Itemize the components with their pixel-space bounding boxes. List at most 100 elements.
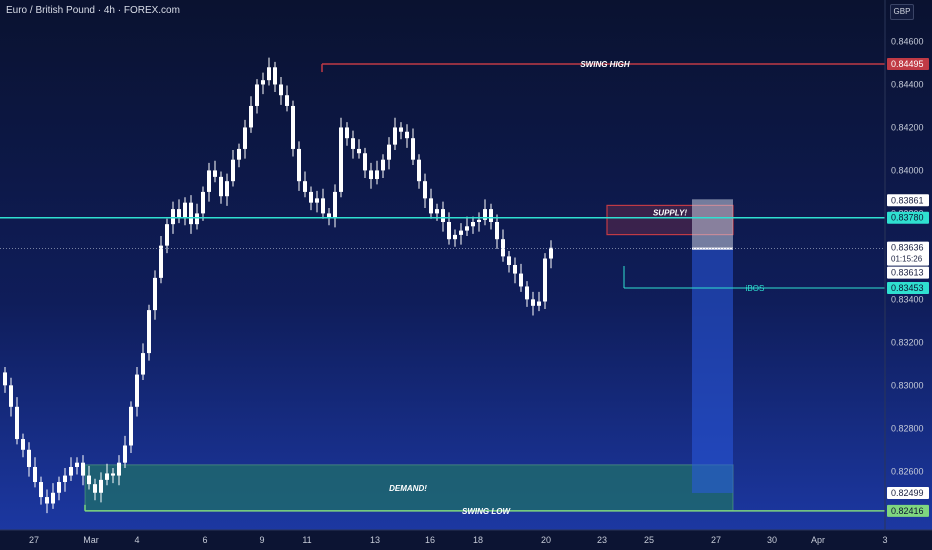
candle-body [489, 209, 493, 222]
price-tick-label: 0.83200 [891, 337, 924, 347]
time-tick-label: 16 [425, 535, 435, 545]
candle-body [459, 230, 463, 235]
candle [339, 117, 343, 198]
candle-body [363, 153, 367, 171]
candle-body [507, 256, 511, 265]
candle-body [333, 191, 337, 218]
candle-body [105, 473, 109, 480]
candle-body [33, 466, 37, 483]
candle [57, 476, 61, 501]
time-tick-label: 20 [541, 535, 551, 545]
candle-body [429, 198, 433, 214]
candle-body [87, 475, 91, 485]
time-tick-label: Mar [83, 535, 99, 545]
candle [135, 367, 139, 417]
candle [141, 343, 145, 380]
candle [147, 304, 151, 361]
candle-body [171, 209, 175, 225]
swing-high-price-tag: 0.84495 [891, 59, 924, 69]
candle-body [471, 222, 475, 227]
target-price-tag: 0.82499 [891, 488, 924, 498]
candle-body [501, 239, 505, 257]
candle-body [231, 159, 235, 182]
time-tick-label: 6 [202, 535, 207, 545]
candle-body [315, 198, 319, 203]
candle [507, 251, 511, 273]
candle [267, 57, 271, 86]
ibos-label: iBOS [746, 284, 765, 293]
candle [489, 203, 493, 230]
candle [21, 433, 25, 458]
swing-low-price-tag-bg [887, 504, 929, 517]
candle-body [297, 148, 301, 182]
candle [429, 188, 433, 219]
candle [123, 435, 127, 469]
time-tick-label: 23 [597, 535, 607, 545]
candle [243, 119, 247, 159]
candle [291, 100, 295, 157]
candle-body [39, 482, 43, 498]
candle-body [279, 84, 283, 96]
candle-body [219, 176, 223, 197]
candle [45, 489, 49, 514]
candle-body [327, 213, 331, 218]
candle-body [345, 127, 349, 139]
currency-button[interactable]: GBP [890, 4, 914, 20]
ibos-price-tag: 0.83453 [891, 283, 924, 293]
price-tick-label: 0.82600 [891, 466, 924, 476]
candle-body [339, 127, 343, 192]
candle-body [27, 449, 31, 467]
candle [393, 117, 397, 151]
time-tick-label: 27 [711, 535, 721, 545]
stop-price-tag-bg [887, 194, 929, 207]
candle [81, 455, 85, 486]
prev-close-tag-bg [887, 266, 929, 279]
candle-body [351, 138, 355, 149]
candle-body [225, 181, 229, 197]
candle [105, 463, 109, 486]
price-tick-label: 0.83000 [891, 380, 924, 390]
candle [471, 216, 475, 234]
candle-body [45, 497, 49, 504]
time-tick-label: 4 [134, 535, 139, 545]
candle [285, 85, 289, 112]
candle [297, 141, 301, 191]
candle-body [3, 372, 7, 386]
candle [33, 457, 37, 488]
candle [249, 96, 253, 133]
price-tick-label: 0.84000 [891, 165, 924, 175]
candle-body [255, 84, 259, 106]
demand-zone [84, 464, 734, 512]
candle-body [141, 353, 145, 375]
candle [453, 229, 457, 247]
candle-body [57, 482, 61, 493]
candle [111, 468, 115, 484]
last-price-tag-bg [887, 241, 929, 266]
candle-body [99, 479, 103, 493]
candle-body [93, 484, 97, 493]
candle-body [237, 148, 241, 160]
candle-body [207, 170, 211, 192]
candle [201, 186, 205, 221]
candle [279, 76, 283, 105]
candle [333, 184, 337, 228]
candle-body [477, 219, 481, 222]
candle-body [369, 170, 373, 180]
bar-countdown: 01:15:26 [891, 255, 923, 264]
candle [213, 160, 217, 183]
candle-body [387, 144, 391, 160]
candle [261, 72, 265, 95]
candle [309, 186, 313, 211]
candle-body [165, 224, 169, 246]
candle-body [69, 466, 73, 476]
ibos-price-tag-bg [887, 281, 929, 294]
candle-body [513, 264, 517, 274]
candle [411, 128, 415, 166]
candle-body [495, 222, 499, 240]
last-price-tag: 0.83636 [891, 243, 924, 253]
candle-body [81, 462, 85, 476]
time-tick-label: 13 [370, 535, 380, 545]
candle-body [417, 159, 421, 182]
candle [303, 171, 307, 198]
